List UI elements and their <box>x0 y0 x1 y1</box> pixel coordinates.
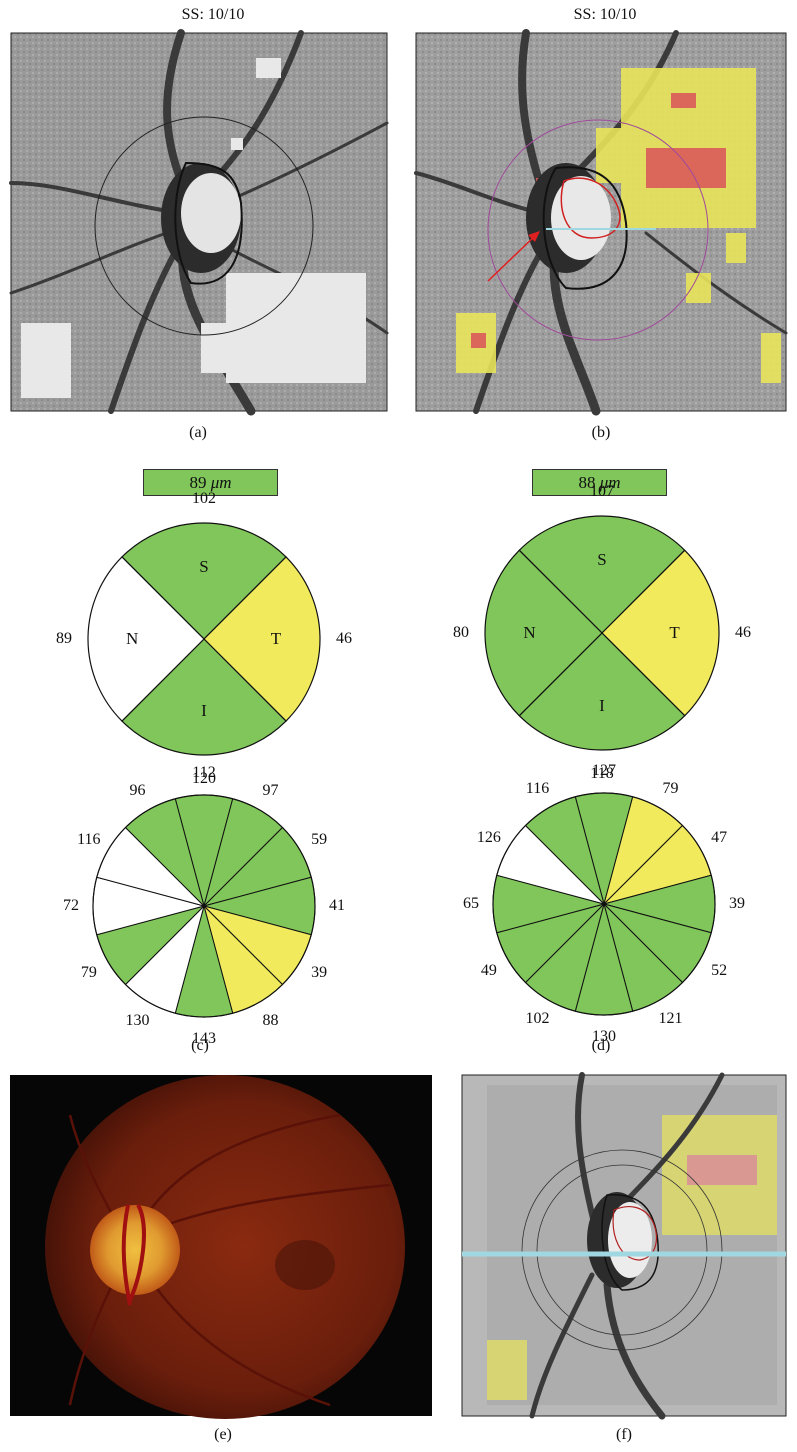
c-clock-value-2: 97 <box>262 781 279 799</box>
panel-a-label: (a) <box>189 424 207 441</box>
panel-b-label: (b) <box>591 424 611 441</box>
c-quadrant-N <box>87 556 205 722</box>
d-quadrant-I <box>518 632 686 751</box>
c-quadrant-value-I: 120 <box>192 770 216 787</box>
c-clock-value-9: 79 <box>80 963 97 981</box>
d-clock-value-12: 116 <box>525 779 550 797</box>
panel-e-fundus-photo <box>10 1075 432 1419</box>
c-clock-value-11: 116 <box>77 830 101 848</box>
c-quadrant-letter-I: I <box>201 700 207 720</box>
c-quadrant-value-N: 89 <box>56 630 72 647</box>
panel-a-oct-image <box>9 29 389 416</box>
d-quadrant-value-S: 107 <box>590 483 614 500</box>
d-quadrant-letter-N: N <box>523 623 536 642</box>
c-quadrant-T <box>203 556 321 722</box>
c-average-unit: μm <box>210 473 232 492</box>
d-quadrant-N <box>484 549 603 717</box>
d-clock-value-5: 52 <box>711 961 728 979</box>
d-clock-value-6: 121 <box>658 1010 683 1028</box>
c-clock-value-10: 72 <box>63 897 79 914</box>
c-clock-value-12: 96 <box>129 781 146 799</box>
panel-f-label: (f) <box>616 1426 632 1443</box>
c-quadrant-letter-S: S <box>199 557 209 577</box>
panel-e-label: (e) <box>214 1426 232 1443</box>
d-clock-outline <box>492 792 716 1016</box>
d-clock-value-2: 79 <box>662 779 679 797</box>
c-quadrant-S <box>121 522 287 640</box>
panel-c-label: (c) <box>191 1037 209 1054</box>
c-quadrant-value-T: 46 <box>336 630 352 647</box>
c-clock-value-6: 88 <box>262 1012 279 1030</box>
d-clock-value-4: 39 <box>729 895 745 912</box>
d-clock-value-3: 47 <box>711 828 728 846</box>
c-clock-value-4: 41 <box>329 897 345 914</box>
c-quadrant-letter-T: T <box>270 629 282 648</box>
panel-f-oct-overlay <box>461 1072 787 1420</box>
d-clock-value-8: 102 <box>525 1010 550 1028</box>
d-average-thickness-box: 88 μm <box>532 469 667 496</box>
c-clock-value-5: 39 <box>311 963 328 981</box>
d-quadrant-value-I: 118 <box>590 765 614 782</box>
c-clock-value-8: 130 <box>125 1012 150 1030</box>
d-clock-value-11: 126 <box>476 828 501 846</box>
c-clock-value-1: 112 <box>192 764 216 781</box>
c-average-value: 89 <box>189 473 207 492</box>
d-average-value: 88 <box>578 473 596 492</box>
d-quadrant-letter-T: T <box>669 623 680 642</box>
d-quadrant-T <box>601 549 720 717</box>
panel-a-signal-strength: SS: 10/10 <box>181 6 245 23</box>
c-quadrant-letter-N: N <box>125 629 139 648</box>
d-clock-value-10: 65 <box>463 895 479 912</box>
c-clock-value-7: 143 <box>192 1030 216 1047</box>
d-quadrant-letter-S: S <box>597 550 607 570</box>
c-average-thickness-box: 89 μm <box>143 469 278 496</box>
c-quadrant-I <box>121 638 287 756</box>
d-clock-value-7: 130 <box>592 1028 616 1045</box>
c-quadrant-value-S: 102 <box>192 490 216 507</box>
panel-b-oct-image <box>414 29 788 416</box>
d-clock-value-9: 49 <box>480 961 497 979</box>
d-quadrant-S <box>518 515 686 634</box>
d-clock-value-1: 127 <box>592 762 616 779</box>
d-quadrant-value-T: 46 <box>735 624 751 641</box>
d-quadrant-letter-I: I <box>599 695 605 715</box>
d-average-unit: μm <box>599 473 621 492</box>
panel-b-signal-strength: SS: 10/10 <box>573 6 637 23</box>
c-clock-outline <box>92 794 316 1018</box>
panel-d-label: (d) <box>591 1037 611 1054</box>
d-quadrant-value-N: 80 <box>453 624 469 641</box>
c-clock-value-3: 59 <box>311 830 328 848</box>
